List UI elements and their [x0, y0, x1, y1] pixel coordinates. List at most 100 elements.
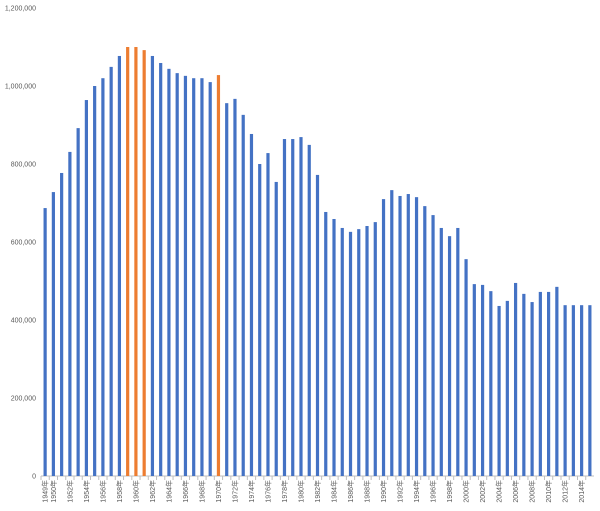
- x-tick-label: 1970年: [214, 480, 223, 503]
- x-tick-label: 1958年: [115, 480, 124, 503]
- bar: [159, 62, 163, 477]
- bar: [142, 50, 146, 477]
- x-tick-label: 1956年: [98, 480, 107, 503]
- bar: [76, 128, 80, 476]
- bar: [175, 73, 179, 476]
- bar: [282, 139, 287, 477]
- bar: [547, 291, 551, 476]
- x-tick-label: 1964年: [164, 480, 173, 503]
- bar: [68, 151, 72, 476]
- bar: [274, 181, 278, 476]
- y-tick-label: 800,000: [11, 162, 36, 169]
- x-tick-label: 1996年: [429, 480, 438, 503]
- x-tick-label: 1974年: [247, 480, 256, 503]
- x-tick-label: 1998年: [445, 480, 454, 503]
- bar: [505, 300, 509, 476]
- bar: [365, 226, 369, 476]
- y-tick-label: 400,000: [11, 318, 36, 325]
- bar: [423, 206, 427, 476]
- x-tick-label: 2002年: [478, 480, 487, 503]
- bar: [390, 190, 394, 476]
- bar: [348, 231, 353, 476]
- bar: [588, 305, 592, 476]
- bar: [101, 78, 105, 476]
- bar: [398, 195, 402, 477]
- bar: [538, 291, 542, 476]
- bar: [109, 66, 113, 476]
- x-tick-label: 2006年: [511, 480, 520, 503]
- bar: [324, 211, 328, 476]
- bar: [126, 47, 130, 476]
- x-tick-label: 1992年: [396, 480, 405, 503]
- x-tick-label: 1966年: [181, 480, 190, 503]
- y-tick-label: 1,200,000: [5, 6, 36, 13]
- x-tick-label: 1952年: [65, 480, 74, 503]
- bar: [150, 55, 155, 476]
- bar: [464, 259, 468, 476]
- bar: [489, 291, 493, 476]
- bar: [192, 78, 196, 476]
- bar: [183, 75, 188, 477]
- x-tick-label: 2012年: [561, 480, 570, 503]
- x-tick-label: 1994年: [412, 480, 421, 503]
- bar: [472, 284, 476, 476]
- x-tick-label: 2004年: [495, 480, 504, 503]
- x-tick-label: 1980年: [296, 480, 305, 503]
- bar: [456, 227, 460, 476]
- bar: [340, 227, 344, 476]
- bar: [381, 199, 386, 476]
- bar: [307, 144, 311, 476]
- x-tick-label: 1960年: [131, 480, 140, 503]
- x-tick-label: 1950年: [49, 480, 58, 503]
- x-tick-label: 1968年: [197, 480, 206, 503]
- bar: [225, 103, 229, 476]
- bar: [563, 305, 567, 476]
- bar: [332, 218, 336, 477]
- bar: [200, 78, 204, 476]
- bar: [216, 75, 221, 476]
- x-tick-label: 1984年: [330, 480, 339, 503]
- bar: [291, 139, 295, 477]
- bar: [117, 55, 122, 476]
- bar: [431, 215, 435, 476]
- bar: [522, 293, 526, 476]
- x-tick-label: 1982年: [313, 480, 322, 503]
- y-tick-label: 200,000: [11, 396, 36, 403]
- bar: [266, 153, 270, 476]
- bar: [555, 286, 559, 476]
- bar: [497, 305, 501, 476]
- bar: [241, 114, 245, 477]
- bar: [208, 82, 212, 476]
- bar: [233, 98, 237, 477]
- x-tick-label: 1990年: [379, 480, 388, 503]
- x-tick-label: 2008年: [528, 480, 537, 503]
- bar: [249, 133, 254, 476]
- x-tick-label: 1954年: [82, 480, 91, 503]
- bar: [530, 302, 534, 476]
- bar: [414, 197, 419, 476]
- bar: [580, 305, 584, 476]
- x-tick-label: 1988年: [363, 480, 372, 503]
- bar: [513, 282, 518, 476]
- bar: [134, 47, 138, 476]
- y-tick-label: 0: [32, 474, 36, 481]
- bar: [447, 236, 452, 476]
- bar: [299, 137, 303, 476]
- x-tick-label: 1972年: [230, 480, 239, 503]
- bar: [84, 100, 88, 476]
- bar: [51, 192, 55, 476]
- bar: [406, 194, 410, 476]
- x-tick-label: 1976年: [263, 480, 272, 503]
- bar: [315, 174, 320, 477]
- x-tick-label: 1949年: [41, 480, 50, 503]
- bar: [167, 68, 171, 476]
- bar: [373, 222, 377, 476]
- bar: [43, 208, 47, 476]
- x-tick-label: 1962年: [148, 480, 157, 503]
- bar: [480, 284, 485, 476]
- x-tick-label: 1978年: [280, 480, 289, 503]
- bar: [60, 172, 64, 476]
- bar: [357, 229, 361, 476]
- bar: [439, 227, 443, 476]
